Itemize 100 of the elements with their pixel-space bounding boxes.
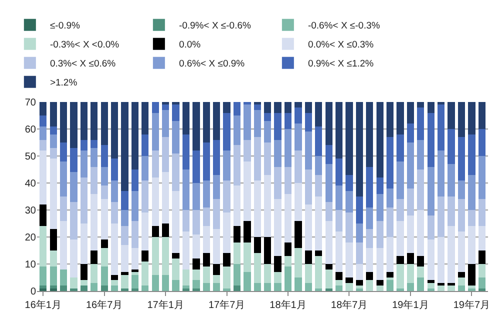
bar — [325, 164, 332, 202]
bar — [182, 232, 190, 270]
bar — [110, 274, 118, 280]
bar — [50, 134, 57, 148]
bar — [356, 280, 364, 286]
bar — [427, 240, 434, 280]
bar — [40, 116, 47, 126]
bar — [315, 196, 322, 250]
y-tick-label: 10 — [24, 260, 36, 270]
bar — [325, 145, 332, 164]
bar — [448, 196, 455, 226]
bar — [437, 104, 445, 151]
bar — [80, 280, 88, 286]
bar — [192, 258, 200, 270]
bar — [70, 288, 78, 291]
bar — [346, 278, 353, 283]
bar — [406, 124, 414, 142]
bar — [80, 224, 88, 264]
bar — [162, 104, 170, 110]
bar — [437, 150, 445, 196]
bar — [100, 266, 108, 286]
bar — [244, 104, 251, 140]
bar — [254, 282, 261, 291]
bar — [152, 112, 159, 151]
bar — [386, 102, 394, 138]
bar — [396, 264, 404, 288]
bar — [202, 282, 210, 291]
x-tick-label: 18年1月 — [270, 299, 306, 311]
bar — [304, 204, 312, 250]
bar — [80, 102, 88, 140]
bar — [244, 272, 251, 291]
bar — [478, 156, 486, 200]
bar — [40, 126, 47, 140]
bar — [274, 112, 282, 140]
bar — [366, 207, 374, 229]
legend-label: ≤-0.9% — [50, 20, 81, 32]
bar — [100, 286, 108, 291]
bar — [468, 264, 476, 286]
bar — [356, 196, 364, 224]
bar — [458, 278, 466, 286]
bar — [40, 286, 47, 288]
bar — [40, 226, 47, 267]
legend-label: 0.0% — [178, 40, 202, 51]
bar — [284, 256, 292, 267]
bar — [90, 250, 98, 264]
bar — [142, 261, 149, 286]
bar — [90, 166, 98, 194]
bar — [213, 102, 220, 140]
bar — [427, 102, 434, 113]
bar — [202, 180, 210, 208]
bar — [315, 256, 322, 288]
bar — [427, 112, 434, 167]
bar — [233, 145, 241, 186]
bar — [70, 240, 78, 278]
bar — [468, 210, 476, 226]
bar — [478, 264, 486, 278]
bar — [254, 253, 261, 283]
bar — [233, 226, 241, 242]
bar — [325, 102, 332, 146]
bar — [90, 148, 98, 167]
bar — [152, 237, 159, 275]
bar — [50, 126, 57, 134]
bar — [335, 272, 343, 280]
bar — [192, 183, 200, 210]
bar — [90, 140, 98, 148]
bar — [264, 112, 272, 121]
bar — [325, 288, 332, 291]
bar — [284, 266, 292, 291]
bar — [304, 264, 312, 283]
bar — [254, 237, 261, 254]
bar — [223, 112, 230, 151]
legend-label: 0.9%< X ≤1.2% — [308, 58, 374, 70]
bar — [386, 278, 394, 280]
bar — [458, 180, 466, 200]
bar — [213, 282, 220, 291]
y-tick-label: 60 — [24, 124, 36, 136]
bar — [131, 220, 139, 248]
legend-label: 0.0%< X ≤0.3% — [308, 40, 374, 51]
bar — [50, 102, 57, 126]
bar — [70, 202, 78, 240]
bar — [427, 280, 434, 283]
bar — [325, 202, 332, 221]
bar — [182, 269, 190, 286]
bar — [366, 102, 374, 167]
bar — [386, 237, 394, 272]
bar — [80, 140, 88, 151]
bar — [274, 199, 282, 256]
bar — [142, 212, 149, 250]
bar — [417, 107, 424, 140]
bar — [437, 282, 445, 286]
bar — [427, 288, 434, 291]
bar — [304, 102, 312, 113]
bar — [100, 199, 108, 240]
bar — [172, 102, 180, 105]
bar — [121, 272, 128, 275]
bar — [335, 232, 343, 272]
bar — [172, 280, 180, 291]
x-tick-label: 19年1月 — [392, 299, 429, 311]
y-tick-label: 70 — [24, 98, 36, 108]
bar — [192, 210, 200, 234]
